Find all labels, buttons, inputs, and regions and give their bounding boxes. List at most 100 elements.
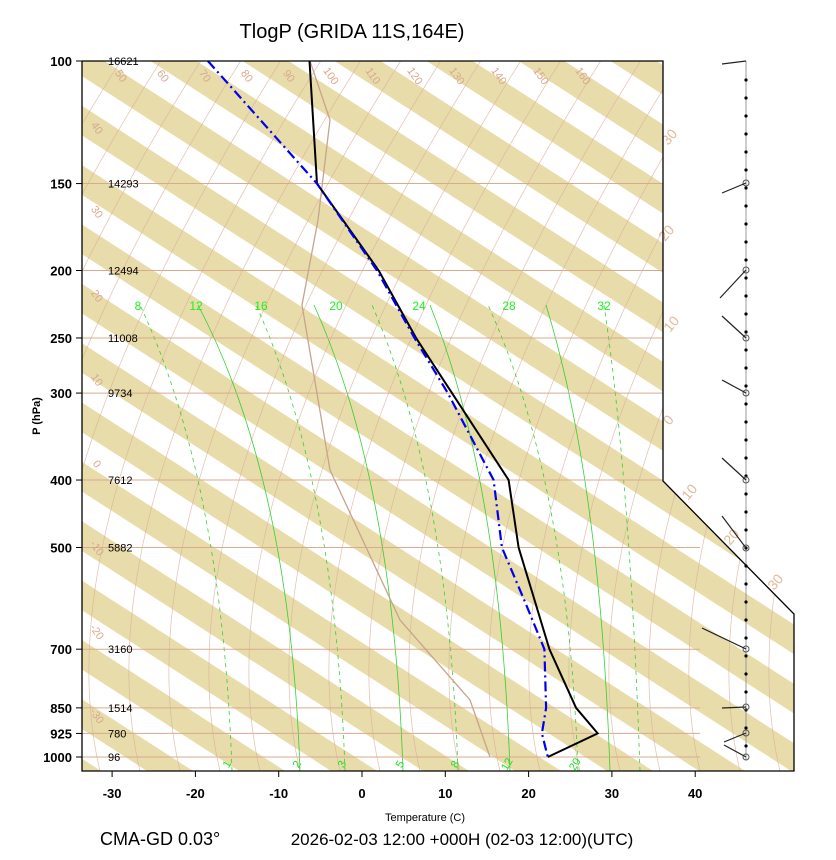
wind-barb — [721, 457, 747, 481]
wind-dot — [744, 276, 748, 280]
wind-dot — [744, 600, 748, 604]
temperature-tick-label: -10 — [269, 786, 288, 801]
wind-dot — [744, 132, 748, 136]
wind-dot — [744, 114, 748, 118]
theta-label: 60 — [154, 68, 171, 85]
temperature-band — [82, 165, 794, 655]
wind-dot — [744, 258, 748, 262]
temperature-band — [82, 640, 286, 771]
mixing-ratio-top-label: 20 — [329, 299, 343, 313]
wind-station — [742, 753, 750, 761]
geopotential-heights: 16621 14293 12494 11008 9734 7612 5882 3160 1514… — [108, 56, 139, 764]
temperature-band — [82, 402, 654, 771]
wind-dot — [744, 384, 748, 388]
plot-frame — [81, 60, 795, 772]
wind-dot — [744, 528, 748, 532]
wind-station — [742, 334, 750, 342]
adiabat-label: 30 — [88, 204, 105, 221]
dry-adiabat — [448, 61, 682, 771]
temperature-tick-label: -20 — [186, 786, 205, 801]
temperature-band — [82, 758, 102, 771]
wind-panel-background — [663, 61, 836, 860]
y-axis-label: P (hPa) — [31, 397, 43, 435]
height-label: 1514 — [108, 703, 132, 715]
wind-profile — [701, 60, 750, 761]
dry-adiabat — [208, 61, 442, 771]
adiabat-label: 10 — [88, 372, 105, 389]
isobar-lines — [82, 61, 700, 758]
theta-label: 70 — [196, 68, 213, 85]
pressure-tick-label: 200 — [50, 264, 72, 279]
temperature-band — [82, 580, 378, 771]
temperature-band — [82, 699, 194, 771]
footer-time: 2026-02-03 12:00 +000H (02-03 12:00)(UTC… — [291, 830, 634, 849]
mixing-ratio-top-label: 24 — [412, 299, 426, 313]
mixing-ratio-bottom-label: 1 — [221, 759, 234, 770]
theta-label: 50 — [112, 68, 129, 85]
wind-dot — [744, 330, 748, 334]
dry-adiabat — [128, 61, 362, 771]
wind-barb — [723, 732, 747, 743]
temperature-band — [82, 461, 562, 771]
wind-barb — [721, 706, 747, 709]
temperature-band — [242, 61, 794, 417]
pressure-tick-label: 250 — [50, 331, 72, 346]
wind-dot — [744, 222, 748, 226]
wind-dot — [744, 204, 748, 208]
dry-adiabat — [82, 61, 282, 472]
height-label: 9734 — [108, 388, 132, 400]
adiabat-label: 0 — [90, 458, 103, 470]
dry-adiabat — [82, 61, 122, 126]
pressure-tick-label: 850 — [50, 701, 72, 716]
parcel-path — [301, 61, 491, 758]
height-label: 96 — [108, 752, 120, 764]
temperature-tick-label: 10 — [438, 786, 452, 801]
wind-barb — [721, 182, 747, 194]
temperature-band — [82, 105, 794, 595]
mixing-ratio-top-label: 12 — [189, 299, 203, 313]
adiabat-label: 20 — [88, 288, 105, 305]
dry-adiabat — [88, 61, 322, 771]
height-label: 780 — [108, 728, 126, 740]
dry-adiabat — [608, 137, 794, 771]
height-label: 11008 — [108, 333, 138, 345]
height-label: 16621 — [108, 56, 139, 68]
mixing-ratio-line — [313, 304, 404, 771]
height-label: 14293 — [108, 179, 139, 191]
temperature-band — [82, 343, 746, 771]
temperature-band — [82, 521, 470, 771]
mixing-ratio-top-label: 16 — [254, 299, 268, 313]
wind-barb — [701, 627, 747, 650]
pressure-tick-label: 700 — [50, 642, 72, 657]
mixing-ratio-bottom-label: 20 — [567, 756, 584, 773]
wind-dot — [744, 186, 748, 190]
height-label: 3160 — [108, 644, 132, 656]
pressure-tick-label: 925 — [50, 726, 72, 741]
wind-dot — [744, 510, 748, 514]
mixing-ratio-top-label: 8 — [135, 299, 142, 313]
dry-adiabat — [168, 61, 402, 771]
wind-dot — [744, 672, 748, 676]
dry-adiabat — [368, 61, 602, 771]
mixing-ratio-line — [603, 304, 641, 771]
dry-adiabat — [82, 61, 242, 361]
dry-adiabat — [768, 497, 794, 771]
temperature-band — [82, 224, 794, 714]
dewpoint-profile-line — [207, 61, 549, 758]
height-label: 5882 — [108, 542, 132, 554]
mixing-ratio-bottom-label: 12 — [499, 756, 516, 773]
mixing-ratio-bottom-label: 5 — [394, 759, 407, 770]
pressure-tick-label: 500 — [50, 540, 72, 555]
wind-barb — [721, 379, 747, 394]
dry-adiabat — [0, 0, 40, 771]
pressure-tick-label: 150 — [50, 177, 72, 192]
pressure-tick-label: 300 — [50, 386, 72, 401]
wind-dot — [744, 654, 748, 658]
wind-dot — [744, 240, 748, 244]
wind-dot — [744, 636, 748, 640]
temperature-tick-label: 0 — [358, 786, 365, 801]
temperature-tick-label: -30 — [103, 786, 122, 801]
temperature-band — [0, 61, 9, 771]
mixing-ratio-top-label: 32 — [597, 299, 611, 313]
